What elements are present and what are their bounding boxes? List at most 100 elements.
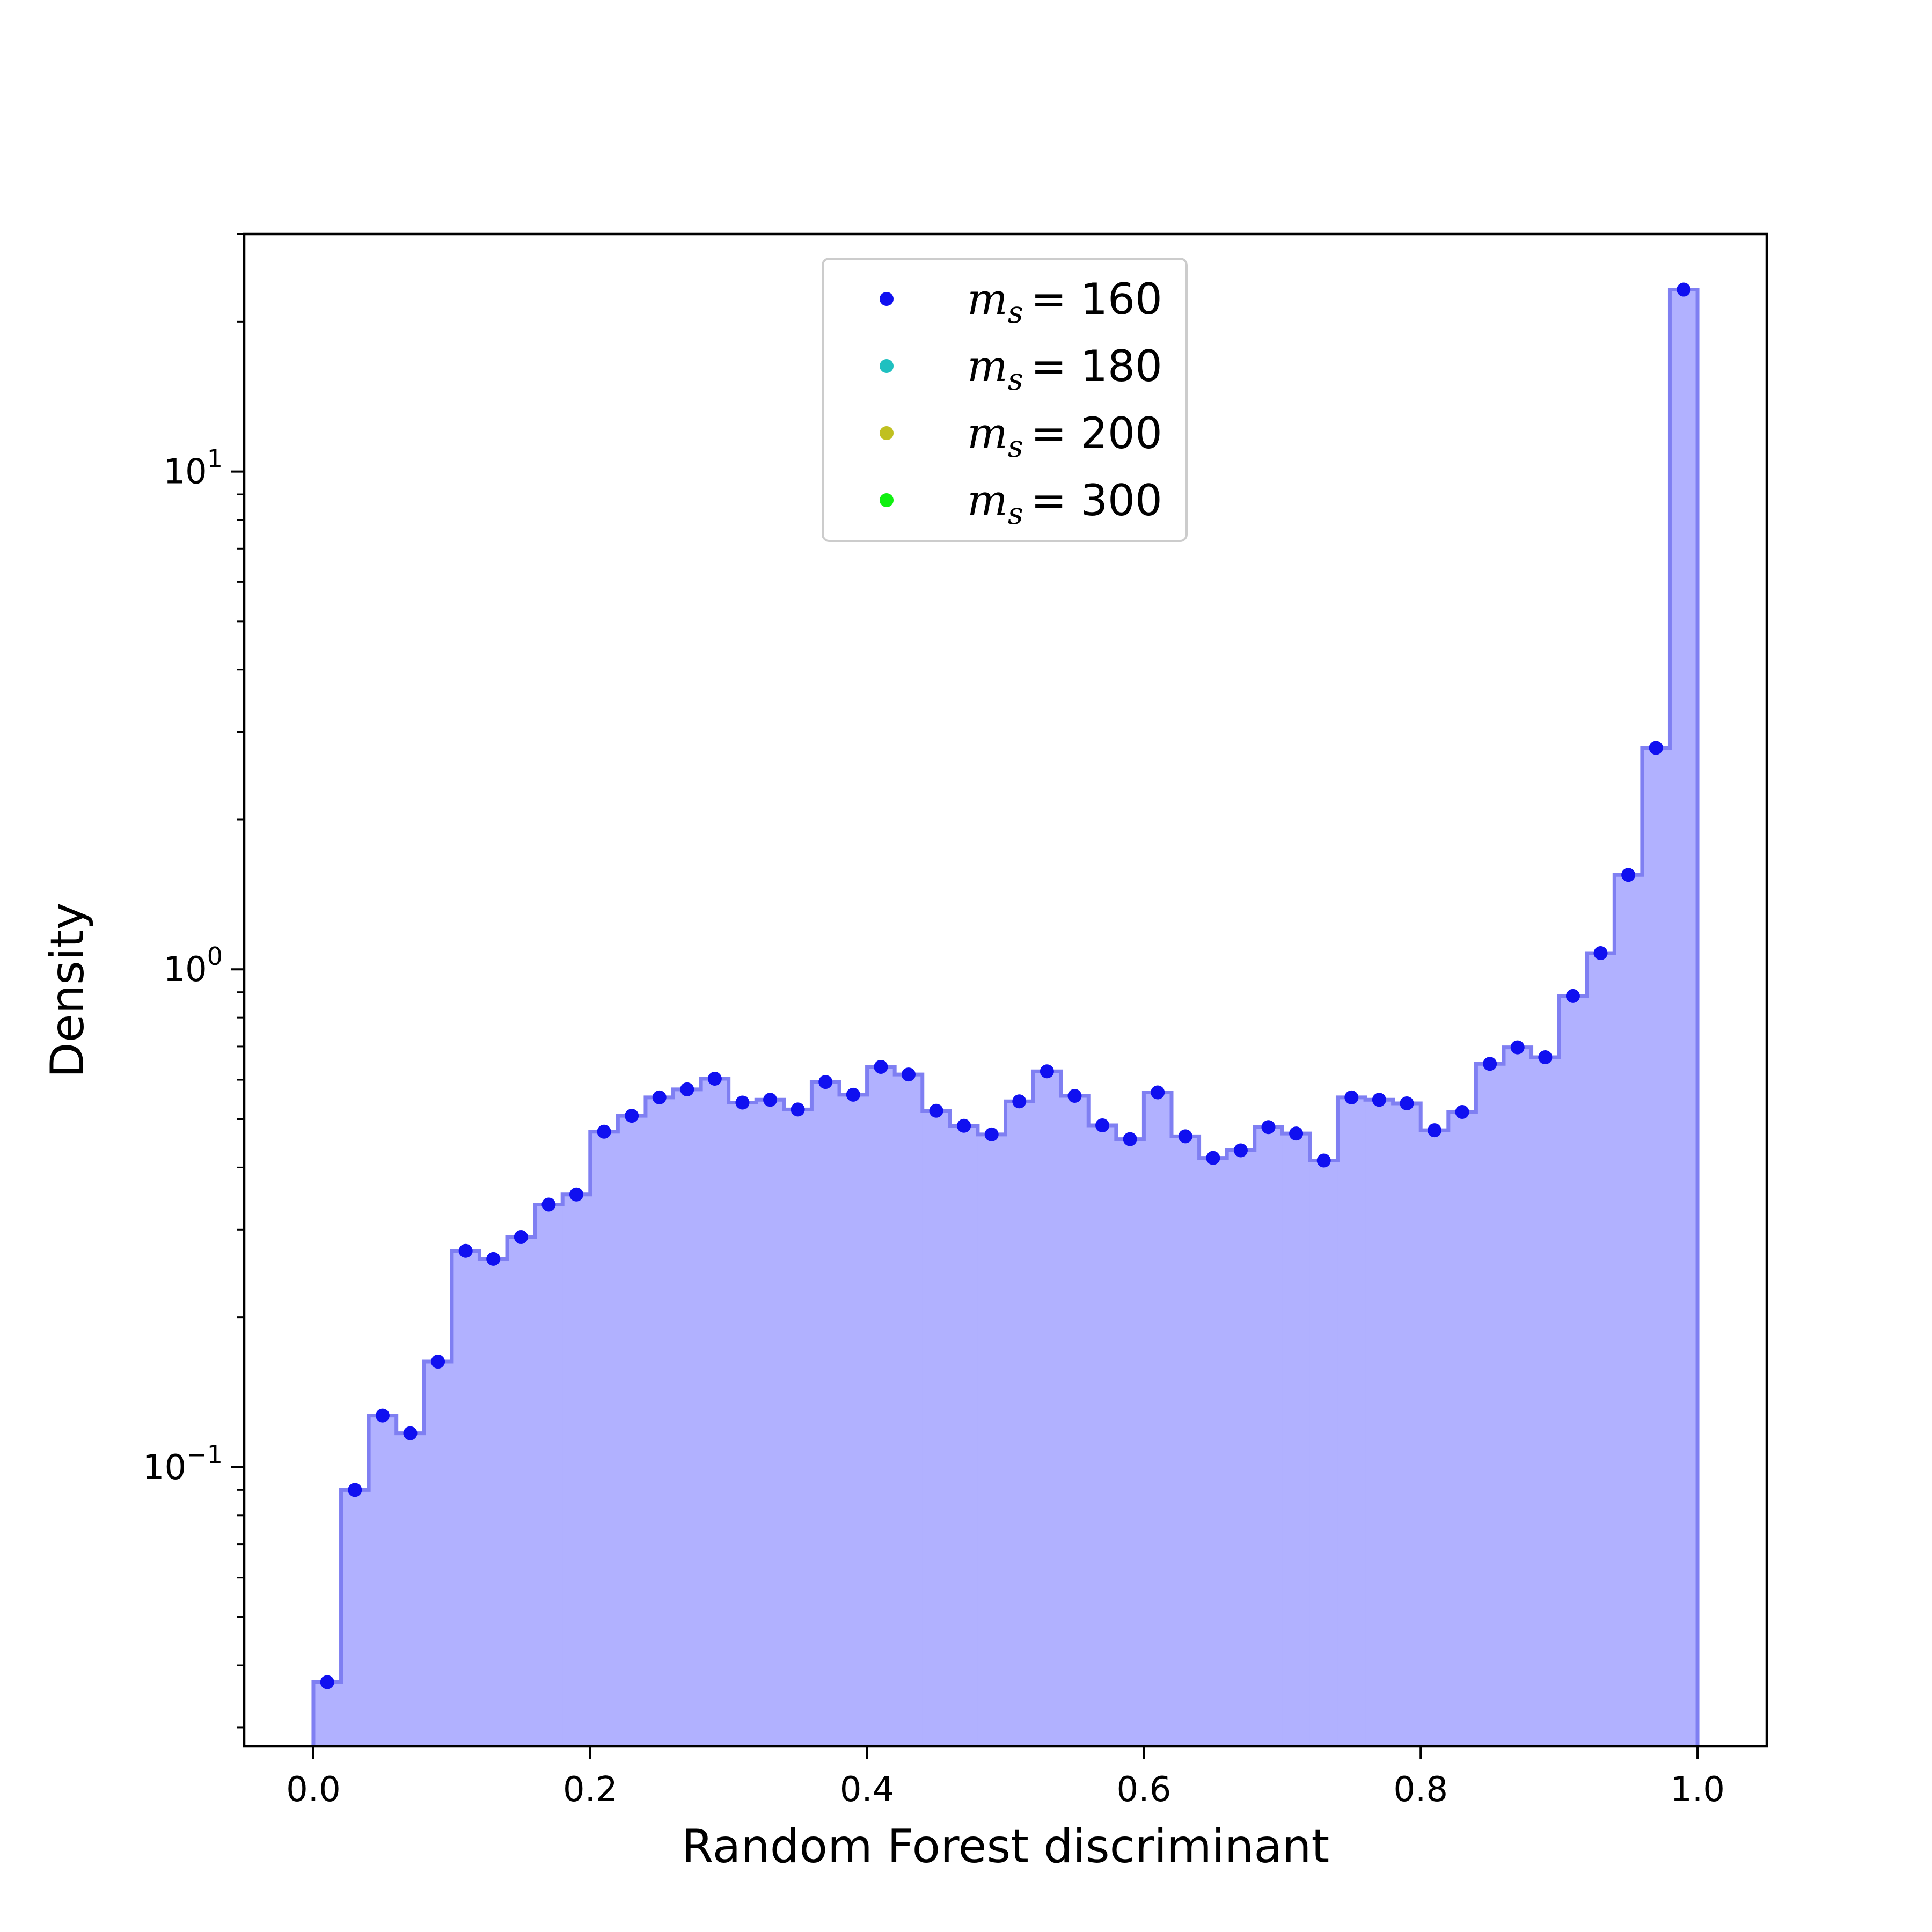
data-point xyxy=(1178,1129,1192,1144)
histogram-bin xyxy=(1642,748,1671,1746)
data-point xyxy=(735,1095,750,1110)
histogram-bin xyxy=(1088,1125,1117,1746)
histogram-bin xyxy=(950,1125,978,1746)
histogram-bin xyxy=(618,1116,646,1746)
data-point xyxy=(901,1067,916,1082)
data-point xyxy=(1123,1132,1137,1146)
data-point xyxy=(486,1252,501,1266)
histogram-bin xyxy=(1254,1127,1283,1746)
y-tick-label: 100 xyxy=(163,942,223,990)
histogram-bin xyxy=(1503,1047,1532,1746)
data-point xyxy=(348,1483,362,1497)
histogram-bin xyxy=(535,1204,563,1746)
histogram-bin xyxy=(701,1079,729,1746)
histogram-bin xyxy=(867,1066,895,1746)
data-point xyxy=(320,1675,334,1689)
legend-marker xyxy=(880,426,894,440)
data-point xyxy=(1621,868,1636,882)
histogram-bin xyxy=(396,1433,425,1746)
histogram-bin xyxy=(1476,1064,1504,1746)
histogram-bin xyxy=(1337,1097,1366,1746)
histogram-bin xyxy=(756,1100,785,1746)
data-point xyxy=(1316,1153,1331,1168)
data-point xyxy=(1538,1050,1553,1065)
histogram-bin xyxy=(895,1074,923,1746)
histogram-bin xyxy=(313,1682,342,1746)
histogram-bin xyxy=(1448,1112,1476,1746)
data-point xyxy=(1510,1040,1525,1055)
x-tick-label: 0.2 xyxy=(563,1770,618,1810)
data-point xyxy=(1565,989,1580,1003)
data-point xyxy=(1289,1126,1304,1141)
histogram-bin xyxy=(1282,1133,1311,1746)
legend-marker xyxy=(880,359,894,373)
legend-marker xyxy=(880,493,894,507)
data-point xyxy=(1095,1118,1110,1132)
data-point xyxy=(458,1243,473,1258)
data-point xyxy=(1428,1123,1442,1138)
data-point xyxy=(1040,1064,1054,1079)
legend-item: ms = 200 xyxy=(880,408,1162,464)
histogram-bin xyxy=(451,1250,480,1746)
data-point xyxy=(929,1103,943,1118)
histogram-bin xyxy=(369,1415,397,1746)
histogram-bin xyxy=(1199,1158,1227,1746)
data-point xyxy=(707,1072,722,1086)
histogram-bin xyxy=(1559,996,1587,1746)
histogram-bin xyxy=(1116,1139,1145,1746)
histogram-bin xyxy=(1227,1150,1255,1746)
data-point xyxy=(957,1118,971,1133)
histogram-bin xyxy=(562,1194,591,1746)
histogram-bin xyxy=(728,1102,757,1746)
histogram-bin xyxy=(1365,1100,1394,1746)
data-point xyxy=(1649,741,1663,755)
legend: ms = 160 ms = 180 ms = 200 ms = 300 xyxy=(822,258,1188,542)
data-point xyxy=(984,1127,999,1141)
histogram-bin xyxy=(784,1109,813,1746)
legend-box xyxy=(822,258,1188,542)
data-point xyxy=(818,1075,833,1089)
data-point xyxy=(1400,1096,1414,1110)
legend-item: ms = 180 xyxy=(880,341,1162,397)
data-point xyxy=(514,1230,528,1244)
histogram-bin xyxy=(1393,1103,1421,1746)
data-point xyxy=(375,1408,390,1423)
x-tick-label: 0.6 xyxy=(1117,1770,1172,1810)
data-point xyxy=(1455,1105,1469,1119)
x-tick-label: 1.0 xyxy=(1670,1770,1725,1810)
data-point xyxy=(1067,1089,1082,1103)
histogram-bin xyxy=(1144,1092,1172,1746)
histogram-bin xyxy=(811,1082,840,1746)
x-tick-label: 0.4 xyxy=(840,1770,895,1810)
x-tick-label: 0.8 xyxy=(1393,1770,1448,1810)
histogram-bin xyxy=(341,1490,369,1746)
data-point xyxy=(1593,946,1608,960)
histogram-bin xyxy=(479,1258,508,1746)
histogram-bin xyxy=(922,1110,950,1746)
data-point xyxy=(1206,1151,1220,1165)
histogram-bin xyxy=(1670,289,1698,1747)
y-axis-title: Density xyxy=(41,903,94,1078)
legend-label: ms = 180 xyxy=(967,341,1162,397)
histogram-bin xyxy=(590,1131,618,1746)
data-point xyxy=(763,1093,778,1107)
data-point xyxy=(791,1102,805,1117)
histogram-bin xyxy=(507,1236,536,1746)
histogram-bin xyxy=(1033,1071,1062,1746)
histogram-step-outline xyxy=(311,288,1700,1746)
data-points-layer xyxy=(320,282,1691,1689)
x-tick-label: 0.0 xyxy=(286,1770,341,1810)
data-point xyxy=(874,1059,888,1074)
histogram-bin xyxy=(977,1134,1006,1746)
legend-marker xyxy=(880,292,894,306)
data-point xyxy=(1261,1120,1276,1135)
histogram-bin xyxy=(1171,1136,1200,1746)
data-point xyxy=(403,1426,418,1440)
data-point xyxy=(1012,1094,1027,1109)
data-point xyxy=(652,1090,667,1104)
x-axis-title: Random Forest discriminant xyxy=(682,1820,1330,1874)
data-point xyxy=(541,1197,556,1212)
plot-frame xyxy=(243,232,1768,1748)
histogram-bin xyxy=(673,1089,701,1746)
histogram-bin xyxy=(645,1097,674,1746)
